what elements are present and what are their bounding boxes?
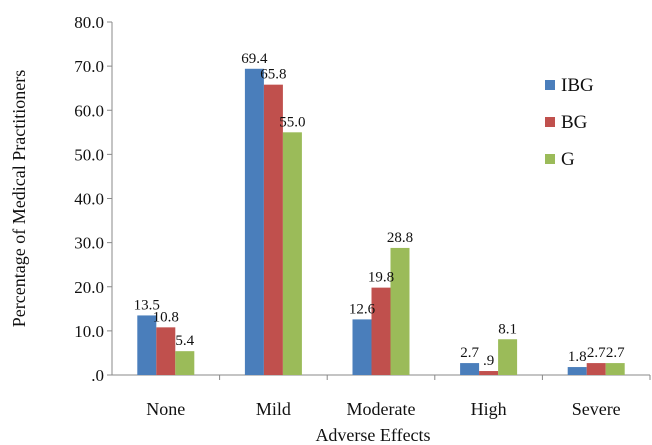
y-tick-label: 50.0 [74, 145, 104, 164]
x-category-label-severe: Severe [572, 399, 621, 419]
x-category-label-moderate: Moderate [347, 399, 416, 419]
data-label-bg-high: .9 [483, 353, 494, 369]
y-tick-label: 60.0 [74, 101, 104, 120]
data-label-ibg-none: 13.5 [134, 297, 160, 313]
legend-swatch-bg [545, 117, 555, 127]
y-axis-title-group: Percentage of Medical Practitioners [9, 70, 29, 327]
data-label-ibg-severe: 1.8 [568, 349, 587, 365]
x-category-label-none: None [146, 399, 185, 419]
y-tick-label: 30.0 [74, 234, 104, 253]
bar-bg-none [156, 327, 176, 375]
legend-label-bg: BG [561, 112, 588, 133]
bar-bg-moderate [371, 287, 391, 375]
y-tick-label: 10.0 [74, 322, 104, 341]
y-tick-label: 20.0 [74, 278, 104, 297]
bar-bg-high [479, 371, 499, 375]
bar-ibg-mild [244, 68, 264, 376]
bar-ibg-moderate [352, 319, 372, 375]
bar-ibg-none [137, 315, 157, 375]
bar-g-moderate [390, 247, 410, 375]
data-label-bg-mild: 65.8 [260, 67, 286, 83]
bar-g-high [498, 339, 518, 375]
bar-g-mild [282, 132, 302, 375]
data-label-bg-moderate: 19.8 [368, 270, 394, 286]
legend-label-ibg: IBG [561, 75, 594, 96]
y-tick-label: 70.0 [74, 57, 104, 76]
bar-bg-severe [586, 363, 606, 375]
data-label-g-high: 8.1 [498, 321, 517, 337]
y-axis-title: Percentage of Medical Practitioners [9, 70, 29, 327]
data-labels: 13.510.85.469.465.855.012.619.828.82.7.9… [134, 51, 625, 369]
x-category-label-high: High [471, 399, 507, 419]
y-tick-label: 80.0 [74, 13, 104, 32]
data-label-bg-severe: 2.7 [587, 345, 606, 361]
data-label-bg-none: 10.8 [153, 309, 179, 325]
data-label-ibg-moderate: 12.6 [349, 301, 376, 317]
y-ticks: .0 10.0 20.0 30.0 40.0 50.0 60.0 70.0 80.0 [74, 13, 112, 385]
y-tick-label: .0 [91, 366, 104, 385]
data-label-ibg-mild: 69.4 [241, 51, 268, 67]
legend-swatch-g [545, 154, 555, 164]
data-label-g-severe: 2.7 [606, 345, 625, 361]
legend-swatch-ibg [545, 80, 555, 90]
data-label-g-moderate: 28.8 [387, 230, 413, 246]
bar-ibg-severe [567, 367, 587, 375]
x-axis-title: Adverse Effects [315, 425, 430, 445]
bars [137, 68, 625, 376]
bar-ibg-high [460, 363, 480, 375]
legend: IBG BG G [545, 75, 594, 170]
bar-bg-mild [263, 84, 283, 375]
y-tick-label: 40.0 [74, 190, 104, 209]
x-category-labels: None Mild Moderate High Severe [146, 375, 651, 419]
data-label-g-none: 5.4 [175, 333, 194, 349]
x-category-label-mild: Mild [256, 399, 291, 419]
data-label-g-mild: 55.0 [279, 114, 305, 130]
bar-g-none [175, 351, 195, 375]
data-label-ibg-high: 2.7 [460, 345, 479, 361]
bar-g-severe [605, 363, 625, 375]
legend-label-g: G [561, 149, 575, 170]
